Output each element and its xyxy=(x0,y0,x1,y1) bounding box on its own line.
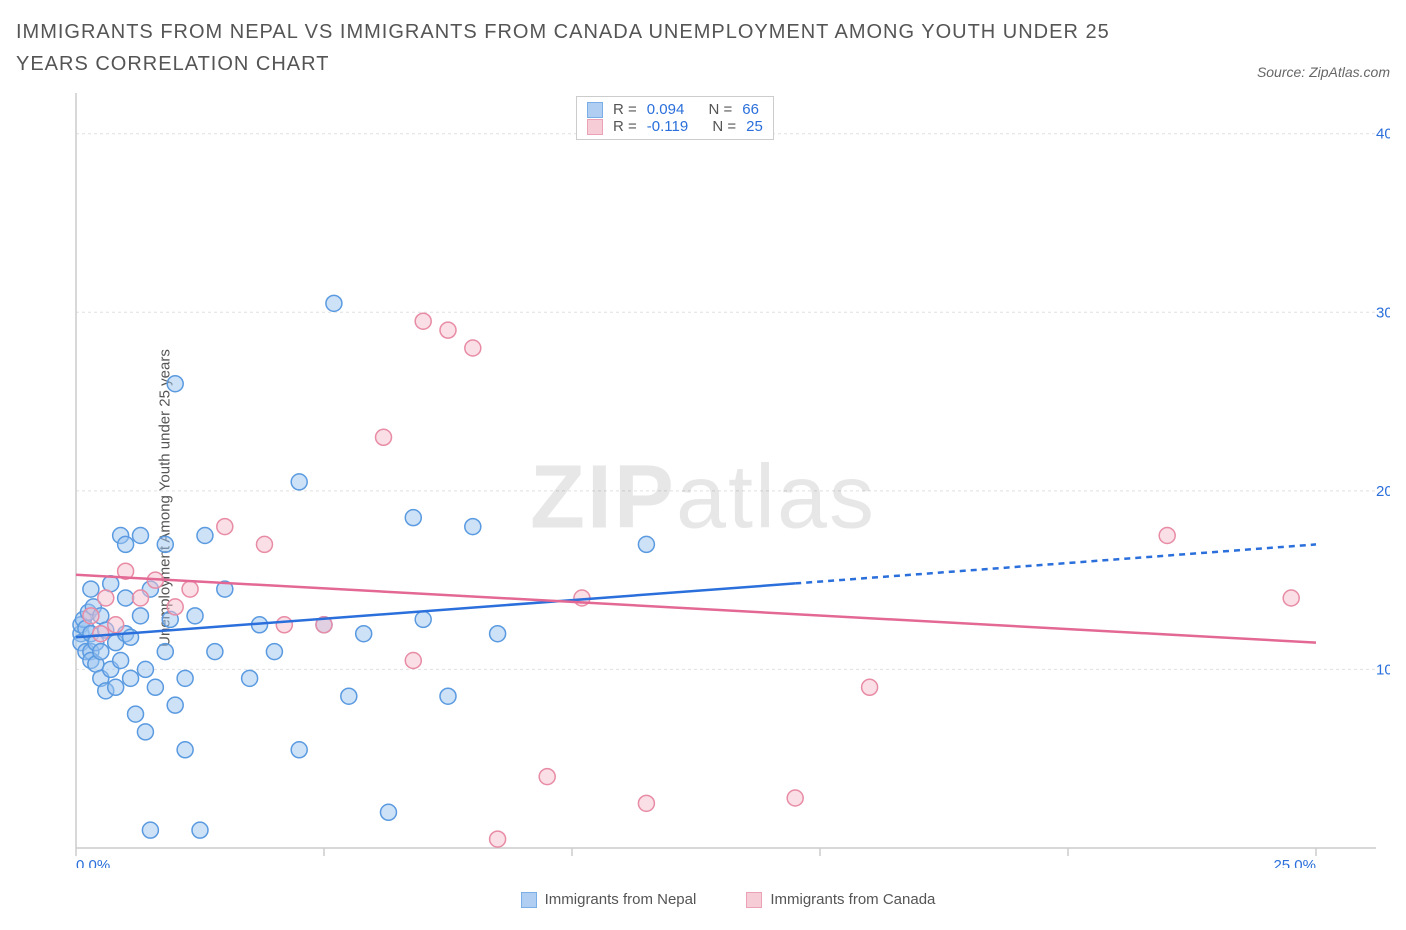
n-value-series2: 25 xyxy=(746,118,763,135)
legend-label-series2: Immigrants from Canada xyxy=(770,891,935,908)
svg-text:10.0%: 10.0% xyxy=(1376,661,1390,678)
legend-label-series1: Immigrants from Nepal xyxy=(545,891,697,908)
correlation-chart: IMMIGRANTS FROM NEPAL VS IMMIGRANTS FROM… xyxy=(16,16,1390,914)
legend-item-series1: Immigrants from Nepal xyxy=(521,891,697,908)
legend-item-series2: Immigrants from Canada xyxy=(746,891,935,908)
plot-container: Unemployment Among Youth under 25 years … xyxy=(16,88,1390,908)
r-value-series2: -0.119 xyxy=(647,118,688,135)
legend-swatch-series2 xyxy=(746,892,762,908)
source-label: Source: ZipAtlas.com xyxy=(1257,64,1390,80)
chart-title: IMMIGRANTS FROM NEPAL VS IMMIGRANTS FROM… xyxy=(16,16,1116,80)
stats-legend-box: R = 0.094 N = 66 R = -0.119 N = 25 xyxy=(576,96,774,140)
n-value-series1: 66 xyxy=(742,101,759,118)
swatch-series1 xyxy=(587,102,603,118)
svg-text:20.0%: 20.0% xyxy=(1376,483,1390,500)
stats-row-series1: R = 0.094 N = 66 xyxy=(587,101,763,118)
bottom-legend: Immigrants from Nepal Immigrants from Ca… xyxy=(66,891,1390,908)
svg-text:25.0%: 25.0% xyxy=(1273,857,1316,868)
svg-text:30.0%: 30.0% xyxy=(1376,304,1390,321)
scatter-plot: 10.0% 20.0% 30.0% 40.0% 0.0% 25.0% xyxy=(66,88,1390,868)
svg-text:0.0%: 0.0% xyxy=(76,857,110,868)
swatch-series2 xyxy=(587,119,603,135)
svg-text:40.0%: 40.0% xyxy=(1376,126,1390,143)
r-value-series1: 0.094 xyxy=(647,101,685,118)
stats-row-series2: R = -0.119 N = 25 xyxy=(587,118,763,135)
legend-swatch-series1 xyxy=(521,892,537,908)
header-row: IMMIGRANTS FROM NEPAL VS IMMIGRANTS FROM… xyxy=(16,16,1390,80)
